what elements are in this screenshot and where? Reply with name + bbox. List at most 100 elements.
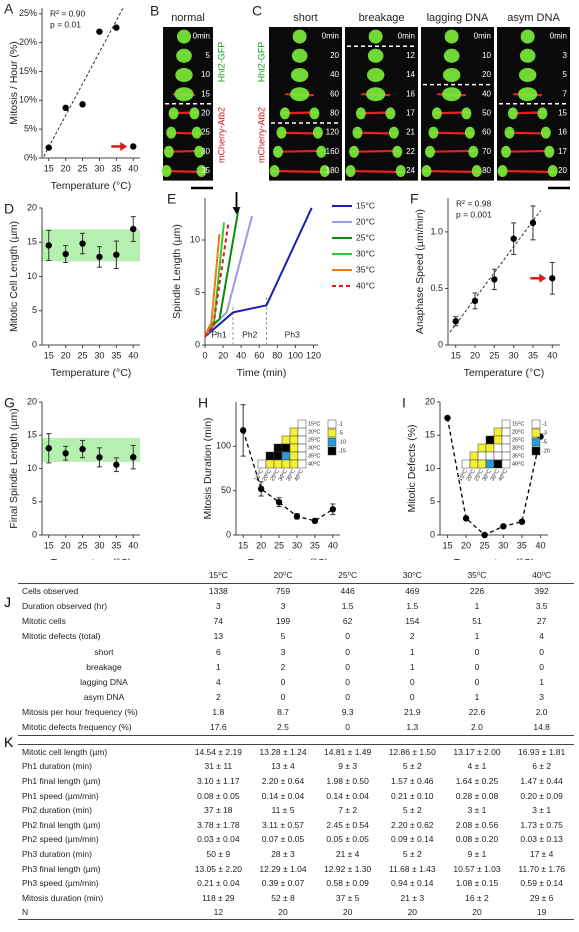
header-cell: 30⁰C — [402, 569, 422, 580]
table-row: asym DNA 2 0 0 0 1 3 — [18, 690, 574, 705]
x-tick-label: 20 — [470, 350, 480, 360]
table-cell: 3 ± 1 — [467, 805, 487, 816]
table-cell: 0.03 ± 0.13 — [520, 834, 563, 845]
time-label: 17 — [558, 147, 567, 156]
table-cell: 226 — [469, 586, 485, 597]
table-cell: 199 — [275, 616, 291, 627]
y-tick-label: 10 — [425, 463, 435, 473]
y-tick-label: 100 — [216, 441, 231, 451]
y-tick-label: 0 — [195, 339, 200, 349]
fit-line — [449, 210, 542, 333]
table-cell: 0.07 ± 0.05 — [261, 834, 305, 845]
y-tick-label: 10% — [19, 95, 37, 105]
table-cell: 2 — [215, 692, 221, 703]
time-label: 0min — [322, 32, 339, 41]
column-title: lagging DNA — [427, 12, 489, 24]
row-label: Ph3 speed (µm/min) — [22, 878, 99, 889]
heatmap-cell — [501, 427, 511, 437]
data-point — [113, 251, 120, 258]
data-point — [329, 506, 337, 513]
heatmap-cell — [493, 427, 503, 437]
table-cell: 20 — [407, 907, 418, 918]
panel-label: A — [4, 1, 14, 17]
table-row: Ph2 speed (µm/min) 0.03 ± 0.04 0.07 ± 0.05… — [18, 832, 574, 847]
data-point — [239, 427, 247, 434]
x-axis-label: Temperature (°C) — [51, 557, 132, 560]
x-tick-label: 40 — [128, 163, 138, 173]
chromatin — [444, 29, 459, 44]
table-cell: 0 — [474, 661, 480, 672]
heatmap-row-label: 40⁰C — [308, 460, 320, 467]
row-label: asym DNA — [83, 692, 125, 703]
legend-label: -1 — [542, 421, 547, 427]
header-cell: 15⁰C — [208, 569, 228, 580]
series-line — [204, 207, 313, 338]
outlier-arrow-head — [120, 141, 128, 151]
y-axis-label: Anaphase Speed (µm/min) — [414, 209, 426, 334]
table-cell: 12.29 ± 1.04 — [259, 863, 307, 874]
table-cell: 0 — [474, 646, 480, 657]
header-cell: 40⁰C — [532, 569, 552, 580]
y-tick-label: 25% — [19, 8, 37, 18]
table-cell: 0.03 ± 0.04 — [197, 834, 240, 845]
chromatin — [468, 145, 479, 158]
table-cell: 8.7 — [277, 707, 289, 718]
time-label: 40 — [482, 89, 491, 98]
x-tick-label: 20 — [61, 350, 71, 360]
table-cell: 22.6 — [468, 707, 486, 718]
x-tick-label: 25 — [274, 540, 284, 550]
heatmap-cell — [281, 459, 291, 469]
table-row: Ph3 speed (µm/min) 0.21 ± 0.04 0.39 ± 0.07… — [18, 876, 574, 891]
y-tick-label: 20 — [425, 396, 435, 406]
table-cell: 20 — [278, 907, 288, 918]
table-cell: 0 — [345, 646, 350, 657]
y-tick-label: 5 — [32, 496, 37, 506]
time-label: 50 — [482, 109, 491, 118]
table-row: Ph1 duration (min) 31 ± 11 13 ± 4 9 ± 3 5 ± … — [18, 759, 574, 774]
data-point — [471, 297, 479, 305]
table-cell: 0 — [345, 692, 350, 703]
x-tick-label: 60 — [254, 350, 264, 360]
table-cell: 118 ± 29 — [202, 892, 235, 903]
heatmap-row-label: 40⁰C — [512, 460, 524, 467]
y-tick-label: 0.5 — [430, 283, 443, 293]
table-cell: 16 ± 2 — [465, 892, 489, 903]
time-label: 20 — [482, 70, 491, 79]
heatmap-cell — [289, 427, 299, 437]
x-axis-label: Temperature (°C) — [248, 557, 329, 560]
chromatin — [442, 87, 462, 102]
table-row: lagging DNA 4 0 0 0 0 1 — [18, 674, 574, 689]
time-label: 24 — [406, 166, 415, 175]
table-cell: 20 — [342, 907, 353, 918]
chromatin — [442, 68, 461, 82]
table-cell: 1 — [474, 692, 480, 703]
table-cell: 1.5 — [406, 600, 419, 611]
chromatin — [189, 107, 200, 120]
panel-label: C — [252, 3, 262, 19]
table-cell: 5 ± 2 — [402, 805, 422, 816]
chromatin — [366, 87, 386, 102]
table-cell: 1 — [409, 661, 415, 672]
table-cell: 3.11 ± 0.57 — [262, 819, 304, 830]
y-tick-label: 20 — [27, 202, 37, 212]
data-point — [311, 517, 319, 525]
annotation: p = 0.001 — [456, 209, 492, 219]
y-tick-label: 15 — [425, 430, 435, 440]
x-tick-label: 15 — [442, 540, 452, 550]
legend-swatch — [531, 446, 541, 456]
table-cell: 31 ± 11 — [204, 761, 233, 772]
data-point — [96, 454, 103, 461]
x-tick-label: 40 — [128, 350, 138, 360]
panel-label: E — [167, 191, 176, 207]
table-cell: 3.78 ± 1.78 — [197, 819, 240, 830]
x-tick-label: 15 — [44, 163, 54, 173]
x-tick-label: 15 — [238, 540, 248, 550]
table-cell: 0 — [345, 722, 350, 733]
heatmap-cell — [501, 435, 511, 445]
table-cell: 1338 — [208, 586, 228, 597]
table-cell: 2.08 ± 0.56 — [455, 819, 499, 830]
x-axis-label: Temperature (°C) — [454, 557, 535, 560]
heatmap-cell — [281, 451, 291, 461]
spindle — [502, 149, 553, 153]
time-label: 5 — [206, 51, 211, 60]
